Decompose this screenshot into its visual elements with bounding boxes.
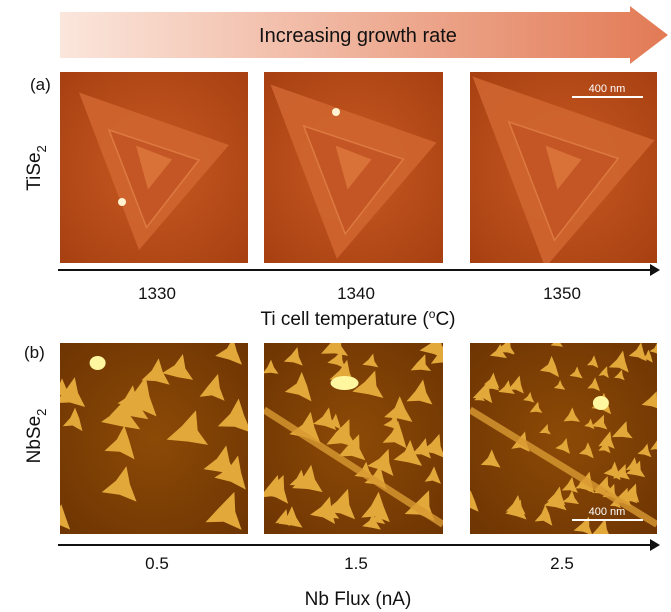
particle	[332, 108, 340, 116]
tick-label: 0.5	[145, 554, 169, 573]
material-base: TiSe	[24, 152, 45, 190]
axis-label-text: Ti cell temperature (	[261, 309, 430, 330]
panel-label: (a)	[30, 75, 51, 94]
axis-label: Nb Flux (nA)	[305, 589, 412, 610]
particle	[90, 356, 106, 370]
tick-label: 1330	[138, 284, 176, 303]
afm-images	[46, 18, 662, 539]
axis-arrowhead	[650, 264, 660, 276]
figure: Increasing growth rate (a) (b) TiSe2 NbS…	[0, 0, 671, 612]
afm-image	[264, 72, 443, 263]
arrow-label: Increasing growth rate	[259, 25, 457, 47]
material-base: NbSe	[24, 416, 45, 464]
axis-label-text: Nb Flux (nA)	[305, 589, 412, 610]
particle	[118, 198, 126, 206]
panel-label: (b)	[24, 343, 45, 362]
scale-bar-label: 400 nm	[589, 83, 626, 95]
afm-image	[46, 338, 252, 534]
afm-image	[60, 72, 248, 263]
axis-arrowhead	[650, 539, 660, 551]
afm-image	[260, 332, 453, 534]
material-subscript: 2	[34, 409, 49, 416]
material-subscript: 2	[34, 145, 49, 152]
afm-image	[459, 336, 661, 538]
axis-label: Ti cell temperature (oC)	[261, 307, 456, 330]
particle	[593, 396, 609, 410]
particle	[331, 376, 359, 390]
tick-label: 2.5	[550, 554, 574, 573]
scale-bar-label: 400 nm	[589, 506, 626, 518]
material-label: TiSe2	[24, 145, 49, 191]
material-label: NbSe2	[24, 409, 49, 464]
flake	[551, 336, 563, 346]
tick-label: 1.5	[344, 554, 368, 573]
tick-label: 1340	[337, 284, 375, 303]
tick-label: 1350	[543, 284, 581, 303]
page: Increasing growth rate (a) (b) TiSe2 NbS…	[0, 0, 671, 612]
axis-label-text: C)	[435, 309, 455, 330]
